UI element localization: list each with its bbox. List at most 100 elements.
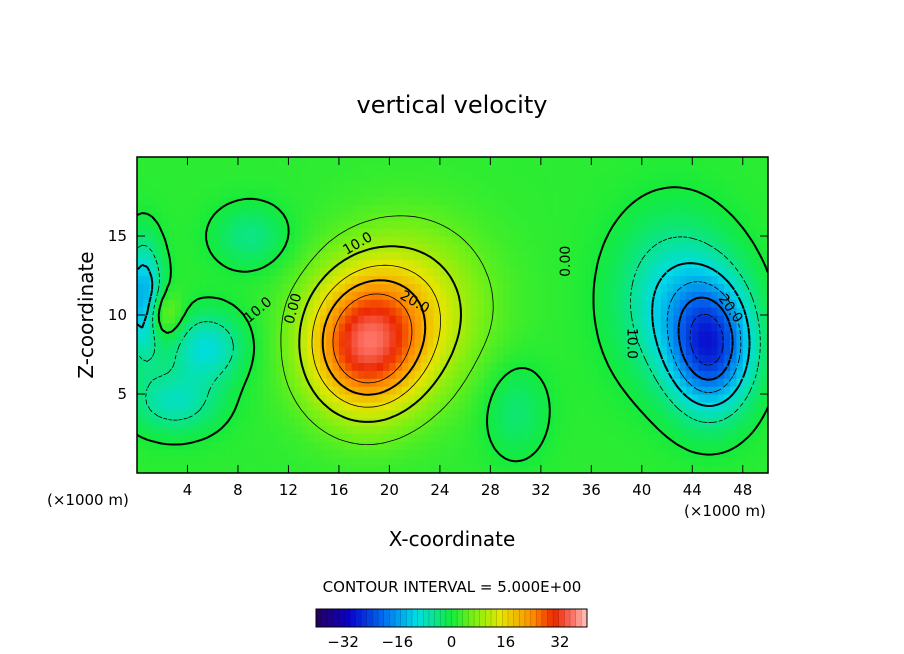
heatmap-cell: [357, 330, 365, 340]
heatmap-cell: [446, 394, 454, 403]
heatmap-cell: [465, 425, 473, 435]
heatmap-cell: [212, 354, 220, 363]
heatmap-cell: [219, 291, 226, 300]
heatmap-cell: [667, 267, 674, 277]
heatmap-cell: [420, 157, 428, 166]
heatmap-cell: [723, 362, 731, 371]
heatmap-cell: [452, 465, 460, 473]
heatmap-cell: [326, 449, 334, 458]
heatmap-cell: [231, 220, 239, 229]
heatmap-cell: [458, 433, 466, 442]
heatmap-cell: [528, 354, 536, 363]
heatmap-cell: [338, 433, 346, 442]
heatmap-cell: [162, 251, 170, 261]
heatmap-cell: [263, 204, 271, 213]
heatmap-cell: [212, 315, 220, 324]
heatmap-cell: [332, 425, 340, 435]
heatmap-cell: [250, 188, 258, 198]
heatmap-cell: [408, 196, 416, 205]
heatmap-cell: [723, 180, 731, 190]
heatmap-cell: [408, 465, 416, 473]
heatmap-cell: [212, 259, 220, 269]
heatmap-cell: [484, 180, 491, 190]
heatmap-cell: [585, 315, 592, 324]
heatmap-cell: [200, 172, 208, 182]
heatmap-cell: [673, 291, 681, 300]
heatmap-cell: [225, 322, 233, 332]
heatmap-cell: [667, 354, 674, 363]
heatmap-cell: [383, 259, 390, 269]
heatmap-cell: [307, 378, 315, 387]
heatmap-cell: [313, 180, 321, 190]
heatmap-cell: [502, 322, 510, 332]
heatmap-cell: [332, 449, 340, 458]
heatmap-cell: [389, 386, 397, 395]
colorbar-segment: [445, 609, 452, 627]
heatmap-cell: [332, 220, 340, 229]
heatmap-cell: [509, 291, 517, 300]
heatmap-cell: [427, 157, 435, 166]
heatmap-cell: [635, 204, 643, 213]
heatmap-cell: [250, 322, 258, 332]
heatmap-cell: [515, 394, 523, 403]
heatmap-cell: [730, 394, 738, 403]
heatmap-cell: [622, 315, 630, 324]
heatmap-cell: [736, 299, 744, 308]
heatmap-cell: [490, 188, 498, 198]
heatmap-cell: [685, 164, 693, 174]
heatmap-cell: [395, 243, 403, 253]
heatmap-cell: [433, 275, 441, 284]
heatmap-cell: [572, 164, 580, 174]
heatmap-cell: [660, 251, 668, 261]
heatmap-cell: [395, 370, 403, 379]
heatmap-cell: [755, 204, 763, 213]
heatmap-cell: [452, 315, 460, 324]
heatmap-cell: [288, 322, 296, 332]
heatmap-cell: [351, 172, 359, 182]
heatmap-cell: [244, 378, 252, 387]
heatmap-cell: [540, 275, 548, 284]
heatmap-cell: [332, 330, 340, 340]
heatmap-cell: [635, 362, 643, 371]
heatmap-cell: [439, 291, 447, 300]
heatmap-cell: [667, 236, 674, 245]
heatmap-cell: [667, 196, 674, 205]
heatmap-cell: [187, 433, 195, 442]
heatmap-cell: [673, 157, 681, 166]
heatmap-cell: [256, 354, 264, 363]
heatmap-cell: [566, 425, 573, 435]
heatmap-cell: [477, 212, 485, 221]
heatmap-cell: [143, 220, 151, 229]
heatmap-cell: [591, 433, 599, 442]
heatmap-cell: [452, 322, 460, 332]
heatmap-cell: [610, 291, 618, 300]
heatmap-cell: [616, 370, 624, 379]
heatmap-cell: [439, 354, 447, 363]
heatmap-cell: [528, 457, 536, 466]
heatmap-cell: [667, 457, 674, 466]
heatmap-cell: [616, 441, 624, 450]
heatmap-cell: [338, 220, 346, 229]
heatmap-cell: [547, 251, 555, 261]
heatmap-cell: [256, 441, 264, 450]
heatmap-cell: [345, 409, 353, 419]
heatmap-cell: [250, 362, 258, 371]
heatmap-cell: [629, 188, 637, 198]
heatmap-cell: [155, 299, 163, 308]
heatmap-cell: [168, 212, 176, 221]
heatmap-cell: [149, 362, 157, 371]
heatmap-cell: [301, 180, 308, 190]
heatmap-cell: [231, 267, 239, 277]
heatmap-cell: [269, 346, 277, 356]
heatmap-cell: [420, 243, 428, 253]
heatmap-cell: [698, 346, 706, 356]
heatmap-cell: [181, 204, 189, 213]
heatmap-cell: [736, 283, 744, 292]
heatmap-cell: [439, 394, 447, 403]
heatmap-cell: [660, 433, 668, 442]
heatmap-cell: [351, 196, 359, 205]
heatmap-cell: [458, 220, 466, 229]
heatmap-cell: [383, 251, 390, 261]
heatmap-cell: [616, 330, 624, 340]
heatmap-cell: [250, 204, 258, 213]
